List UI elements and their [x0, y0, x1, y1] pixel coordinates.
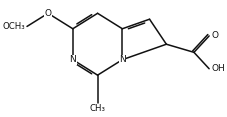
Text: OCH₃: OCH₃ [2, 22, 25, 31]
Text: CH₃: CH₃ [90, 104, 106, 113]
Text: O: O [44, 9, 52, 18]
Text: N: N [119, 55, 126, 64]
Text: OH: OH [212, 64, 226, 73]
Text: N: N [69, 55, 76, 64]
Text: O: O [212, 31, 219, 40]
